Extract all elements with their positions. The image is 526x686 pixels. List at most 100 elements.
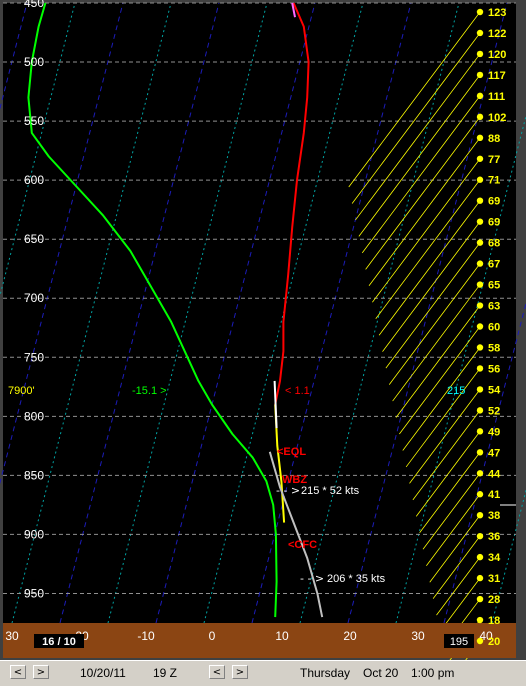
wind-barb (348, 11, 481, 188)
wind-speed-dot (476, 407, 484, 414)
status-hour: 19 Z (153, 666, 178, 680)
wind-speed-label: 120 (488, 49, 506, 61)
wind-speed-label: 36 (488, 531, 500, 543)
temp-label: -15.1 > (132, 385, 167, 397)
wind-speed-label: 123 (488, 7, 506, 19)
wind-speed-dot (476, 323, 484, 330)
isotherm-line (347, 2, 508, 624)
next-time-button[interactable]: > (232, 665, 248, 679)
status-bar: < > 10/20/11 19 Z < > Thursday Oct 20 1:… (0, 660, 526, 686)
wind-speed-dot (476, 532, 484, 540)
wind-speed-label: 88 (488, 133, 500, 145)
temperature-tick-label: 20 (343, 629, 357, 643)
profile-line (274, 2, 310, 405)
wind-speed-label: 47 (488, 447, 500, 459)
wind-speed-dot (476, 574, 484, 582)
wind-speed-dot (476, 491, 484, 498)
wind-barb (368, 137, 481, 287)
temperature-tick-label: 10 (275, 629, 289, 643)
bottom-right-box (444, 634, 474, 648)
wind-barb (426, 493, 481, 566)
wind-barb (355, 53, 481, 221)
wind-speed-label: 77 (488, 154, 500, 166)
pressure-tick-label: 600 (24, 173, 44, 187)
wind-speed-dot (476, 281, 484, 288)
wind-speed-dot (476, 365, 484, 372)
wind-barb (436, 556, 481, 616)
isotherm-line (155, 2, 316, 624)
profile-line (27, 2, 278, 618)
status-date: 10/20/11 (80, 666, 126, 680)
pressure-tick-label: 650 (24, 232, 44, 246)
status-day: Thursday (300, 666, 351, 680)
wind-barb (378, 200, 481, 336)
wind-speed-dot (476, 218, 484, 225)
wind-barb (375, 179, 481, 319)
wind-speed-label: 69 (488, 217, 500, 229)
wind-speed-label: 28 (488, 594, 500, 606)
upper-wind-arrow: - - > (276, 484, 300, 497)
profile-line (291, 2, 296, 18)
wind-speed-dot (476, 449, 484, 456)
wind-speed-label: 63 (488, 301, 500, 313)
wind-barb (439, 577, 481, 632)
wind-speed-label: 49 (488, 426, 500, 438)
wind-speed-dot (476, 92, 484, 100)
wind-barb (361, 95, 481, 254)
pressure-tick-label: 550 (24, 114, 44, 128)
wbz-label: WBZ (282, 474, 307, 486)
wind-speed-label: 18 (488, 615, 500, 627)
plot-background (3, 3, 516, 623)
lower-wind-label: 206 * 35 kts (327, 573, 386, 585)
temperature-tick-label: 0 (209, 629, 216, 643)
wind-speed-dot (476, 470, 484, 477)
wind-speed-label: 69 (488, 196, 500, 208)
wind-speed-dot (476, 512, 484, 519)
wind-barb (429, 514, 481, 583)
wind-speed-dot (476, 637, 484, 645)
pressure-tick-label: 700 (24, 291, 44, 305)
wind-barb (385, 242, 481, 369)
wind-speed-label: 38 (488, 510, 500, 522)
dewpoint-label: < 1.1 (285, 385, 310, 397)
wind-speed-label: 111 (488, 91, 505, 103)
wind-barb (372, 158, 481, 303)
profile-line (273, 380, 278, 429)
wind-speed-label: 117 (488, 70, 506, 82)
direction-label: 215 (447, 385, 465, 397)
wind-speed-dot (476, 260, 484, 267)
status-local-time: 1:00 pm (411, 666, 455, 680)
wind-barb (402, 347, 481, 451)
isotherm-line (299, 2, 460, 624)
isotherm-line (107, 2, 268, 624)
wind-barb (365, 116, 481, 270)
isotherm-line (395, 113, 526, 624)
wind-barb (351, 32, 481, 204)
wind-speed-label: 54 (488, 384, 501, 396)
pressure-tick-label: 950 (24, 586, 44, 600)
lower-wind-arrow: - - > (300, 572, 324, 585)
wind-speed-dot (476, 595, 484, 603)
wind-speed-label: 68 (488, 238, 500, 250)
wind-speed-dot (476, 71, 484, 79)
wind-speed-dot (476, 176, 484, 183)
next-date-button[interactable]: > (33, 665, 49, 679)
wind-speed-label: 34 (488, 552, 501, 564)
eql-label: <EQL (277, 446, 306, 458)
wind-speed-dot (476, 8, 484, 16)
wind-speed-label: 56 (488, 363, 500, 375)
prev-time-button[interactable]: < (209, 665, 225, 679)
bottom-right-label: 195 (450, 636, 468, 648)
isotherm-line (11, 2, 172, 624)
wind-speed-label: 102 (488, 112, 506, 124)
pressure-tick-label: 850 (24, 468, 44, 482)
wind-speed-label: 31 (488, 573, 500, 585)
prev-date-button[interactable]: < (10, 665, 26, 679)
isotherm-line (251, 2, 412, 624)
wind-barb (388, 263, 481, 385)
wind-speed-label: 122 (488, 28, 506, 40)
pressure-tick-label: 500 (24, 55, 44, 69)
wind-barb (358, 74, 481, 237)
